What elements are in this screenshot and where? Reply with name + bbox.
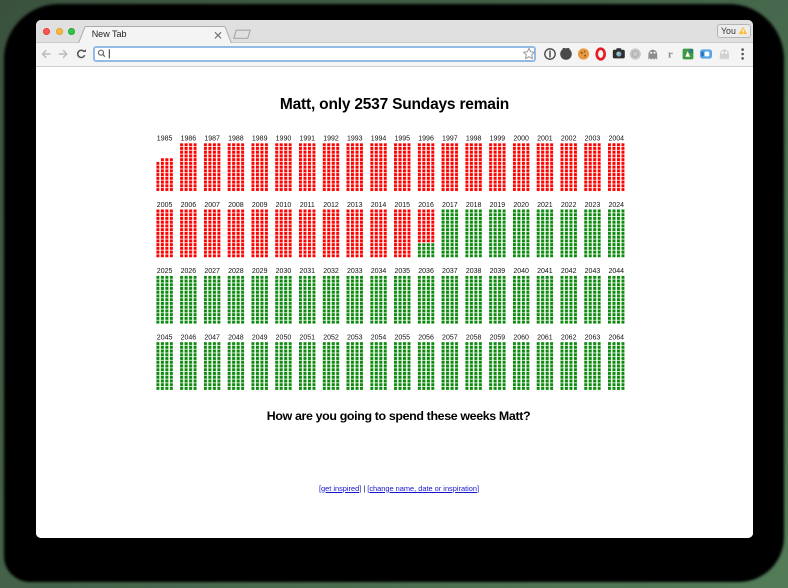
svg-text:1985: 1985 [157,136,173,143]
svg-text:2042: 2042 [561,268,577,275]
svg-text:2013: 2013 [347,202,363,209]
svg-text:2026: 2026 [181,268,197,275]
svg-text:2011: 2011 [300,202,315,209]
svg-text:2031: 2031 [299,268,315,275]
svg-text:2053: 2053 [347,334,363,341]
svg-text:r: r [668,49,673,61]
svg-text:2028: 2028 [228,268,244,275]
svg-text:2017: 2017 [442,202,458,209]
svg-text:2037: 2037 [442,268,458,275]
svg-text:2010: 2010 [276,202,292,209]
svg-text:1999: 1999 [490,136,506,143]
svg-text:2057: 2057 [442,334,458,341]
svg-text:1995: 1995 [395,136,411,143]
svg-text:2061: 2061 [537,334,553,341]
svg-text:2014: 2014 [371,202,387,209]
svg-text:2032: 2032 [323,268,339,275]
svg-text:2021: 2021 [537,202,553,209]
svg-text:2063: 2063 [585,334,601,341]
svg-text:2027: 2027 [204,268,220,275]
svg-text:2047: 2047 [204,334,220,341]
svg-text:2045: 2045 [157,334,173,341]
svg-text:2016: 2016 [418,202,434,209]
svg-text:2055: 2055 [395,334,411,341]
svg-text:2007: 2007 [204,202,220,209]
svg-text:2004: 2004 [608,136,624,143]
svg-text:1994: 1994 [371,136,387,143]
svg-text:2062: 2062 [561,334,577,341]
svg-text:2006: 2006 [181,202,197,209]
svg-text:1987: 1987 [204,136,220,143]
svg-text:2033: 2033 [347,268,363,275]
svg-text:1990: 1990 [276,136,292,143]
svg-text:2029: 2029 [252,268,268,275]
svg-text:2046: 2046 [181,334,197,341]
svg-text:1991: 1991 [299,136,315,143]
svg-text:2034: 2034 [371,268,387,275]
svg-text:2019: 2019 [490,202,506,209]
svg-text:2036: 2036 [418,268,434,275]
svg-text:2025: 2025 [157,268,173,275]
svg-text:2009: 2009 [252,202,268,209]
svg-text:2051: 2051 [299,334,315,341]
svg-text:2056: 2056 [418,334,434,341]
svg-text:2049: 2049 [252,334,268,341]
svg-text:2022: 2022 [561,202,577,209]
svg-text:1993: 1993 [347,136,363,143]
svg-text:2008: 2008 [228,202,244,209]
svg-text:2018: 2018 [466,202,482,209]
svg-text:2005: 2005 [157,202,173,209]
svg-text:2003: 2003 [585,136,601,143]
svg-text:2054: 2054 [371,334,387,341]
svg-text:2038: 2038 [466,268,482,275]
svg-text:2060: 2060 [513,334,529,341]
svg-text:2015: 2015 [395,202,411,209]
svg-text:2058: 2058 [466,334,482,341]
svg-text:2040: 2040 [513,268,529,275]
svg-text:2020: 2020 [513,202,529,209]
svg-text:2035: 2035 [395,268,411,275]
svg-text:2039: 2039 [490,268,506,275]
svg-text:2050: 2050 [276,334,292,341]
svg-text:1992: 1992 [323,136,339,143]
svg-text:2002: 2002 [561,136,577,143]
svg-text:2064: 2064 [608,334,624,341]
svg-text:2041: 2041 [537,268,553,275]
svg-text:2001: 2001 [537,136,553,143]
svg-text:1996: 1996 [418,136,434,143]
svg-text:2024: 2024 [608,202,624,209]
svg-text:2052: 2052 [323,334,339,341]
svg-text:1988: 1988 [228,136,244,143]
svg-text:2059: 2059 [490,334,506,341]
svg-text:1989: 1989 [252,136,268,143]
svg-text:2030: 2030 [276,268,292,275]
svg-text:1986: 1986 [181,136,197,143]
svg-text:2043: 2043 [585,268,601,275]
svg-text:1997: 1997 [442,136,458,143]
svg-text:2012: 2012 [323,202,339,209]
svg-text:2023: 2023 [585,202,601,209]
svg-text:2000: 2000 [513,136,529,143]
svg-text:1998: 1998 [466,136,482,143]
svg-text:2048: 2048 [228,334,244,341]
svg-text:2044: 2044 [608,268,624,275]
